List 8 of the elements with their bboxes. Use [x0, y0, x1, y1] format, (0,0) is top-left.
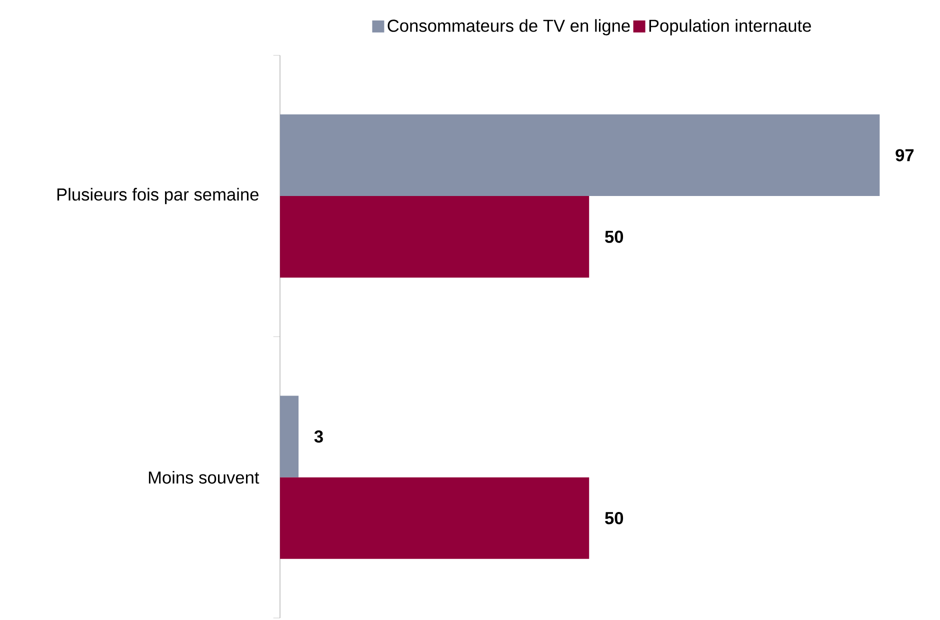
data-label: 97: [896, 149, 914, 162]
legend-label: Consommateurs de TV en ligne: [388, 19, 630, 36]
data-label: 50: [605, 512, 624, 524]
data-label: 50: [605, 230, 624, 243]
y-tick-label: Plusieurs fois par semaine: [57, 188, 258, 204]
legend-label: Population internaute: [649, 19, 811, 36]
data-label: 3: [314, 430, 323, 443]
y-tick-label: Moins souvent: [148, 470, 260, 484]
